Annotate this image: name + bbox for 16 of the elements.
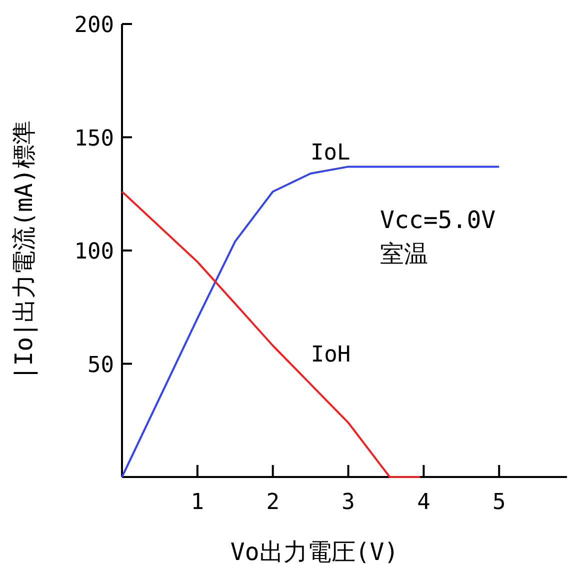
x-axis-title: Vo出力電圧(V) — [230, 538, 399, 566]
line-series — [121, 166, 500, 478]
x-tick-label: 4 — [417, 490, 430, 515]
series-label: IoL — [310, 140, 350, 166]
annotation: 室温 — [380, 240, 428, 268]
y-axis-title: |Io|出力電流(mA)標準 — [10, 120, 38, 380]
x-tick-label: 2 — [266, 490, 280, 515]
y-tick-label: 100 — [74, 240, 114, 264]
annotation: Vcc=5.0V — [380, 206, 496, 234]
x-tick-label: 5 — [492, 490, 506, 515]
x-tick-label: 1 — [190, 490, 204, 515]
y-tick-label: 200 — [74, 13, 114, 38]
y-tick-label: 150 — [74, 126, 114, 152]
x-tick-label: 3 — [342, 490, 355, 515]
y-tick-label: 50 — [88, 352, 114, 378]
series-label: IoH — [310, 342, 351, 368]
